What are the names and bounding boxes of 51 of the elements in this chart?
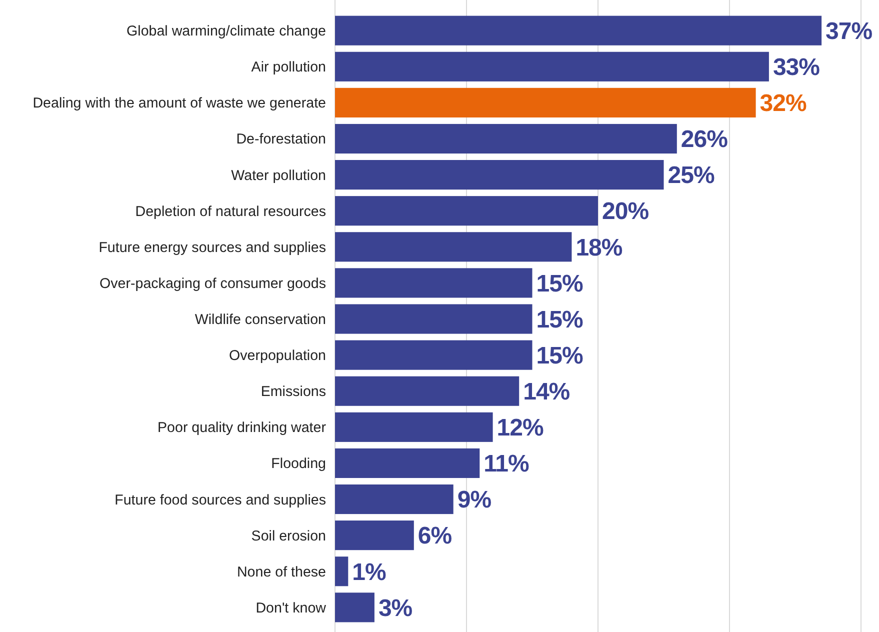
y-tick-label: De-forestation xyxy=(236,132,326,148)
bar xyxy=(335,556,348,586)
bar xyxy=(335,484,454,514)
y-tick-label: Flooding xyxy=(271,456,326,472)
data-label: 15% xyxy=(536,306,583,334)
y-tick-label: Dealing with the amount of waste we generate xyxy=(32,96,326,112)
y-tick-label: Overpopulation xyxy=(229,348,326,364)
bar xyxy=(335,376,520,406)
data-label: 11% xyxy=(484,450,530,478)
y-tick-label: Over-packaging of consumer goods xyxy=(100,276,326,292)
y-tick-label: Wildlife conservation xyxy=(194,312,326,328)
y-tick-label: Soil erosion xyxy=(251,528,326,544)
y-tick-label: Water pollution xyxy=(231,168,326,184)
data-label: 9% xyxy=(457,486,492,514)
bar xyxy=(335,340,532,370)
bar xyxy=(335,304,532,334)
y-tick-label: Global warming/climate change xyxy=(126,24,326,40)
bar xyxy=(335,16,822,46)
bar xyxy=(335,448,480,478)
data-label: 20% xyxy=(602,198,649,226)
data-label: 33% xyxy=(772,54,820,82)
bar xyxy=(335,412,493,442)
bar xyxy=(335,232,572,262)
y-tick-label: Air pollution xyxy=(251,60,326,76)
bar xyxy=(335,88,756,118)
data-label: 14% xyxy=(523,378,570,406)
y-tick-label: Don't know xyxy=(256,600,327,616)
data-label: 18% xyxy=(576,234,622,262)
data-label: 3% xyxy=(378,594,412,622)
data-label: 26% xyxy=(680,126,728,154)
bar xyxy=(335,196,598,226)
y-tick-label: Future energy sources and supplies xyxy=(98,240,326,256)
y-tick-label: Poor quality drinking water xyxy=(158,420,326,436)
y-tick-label: None of these xyxy=(236,564,326,580)
y-tick-label: Depletion of natural resources xyxy=(135,204,326,220)
bar xyxy=(335,124,677,154)
data-label: 1% xyxy=(352,558,386,586)
data-label: 6% xyxy=(418,522,452,550)
data-label: 32% xyxy=(760,90,806,118)
data-label: 25% xyxy=(668,162,714,190)
bar xyxy=(335,592,374,622)
data-label: 12% xyxy=(496,414,544,442)
data-label: 15% xyxy=(536,270,583,298)
data-label: 37% xyxy=(826,18,872,45)
y-tick-label: Emissions xyxy=(260,384,326,400)
bar xyxy=(335,160,664,190)
bar xyxy=(335,268,532,298)
data-label: 15% xyxy=(536,342,583,370)
bar xyxy=(335,52,769,82)
y-tick-label: Future food sources and supplies xyxy=(114,492,326,508)
bar xyxy=(335,520,414,550)
